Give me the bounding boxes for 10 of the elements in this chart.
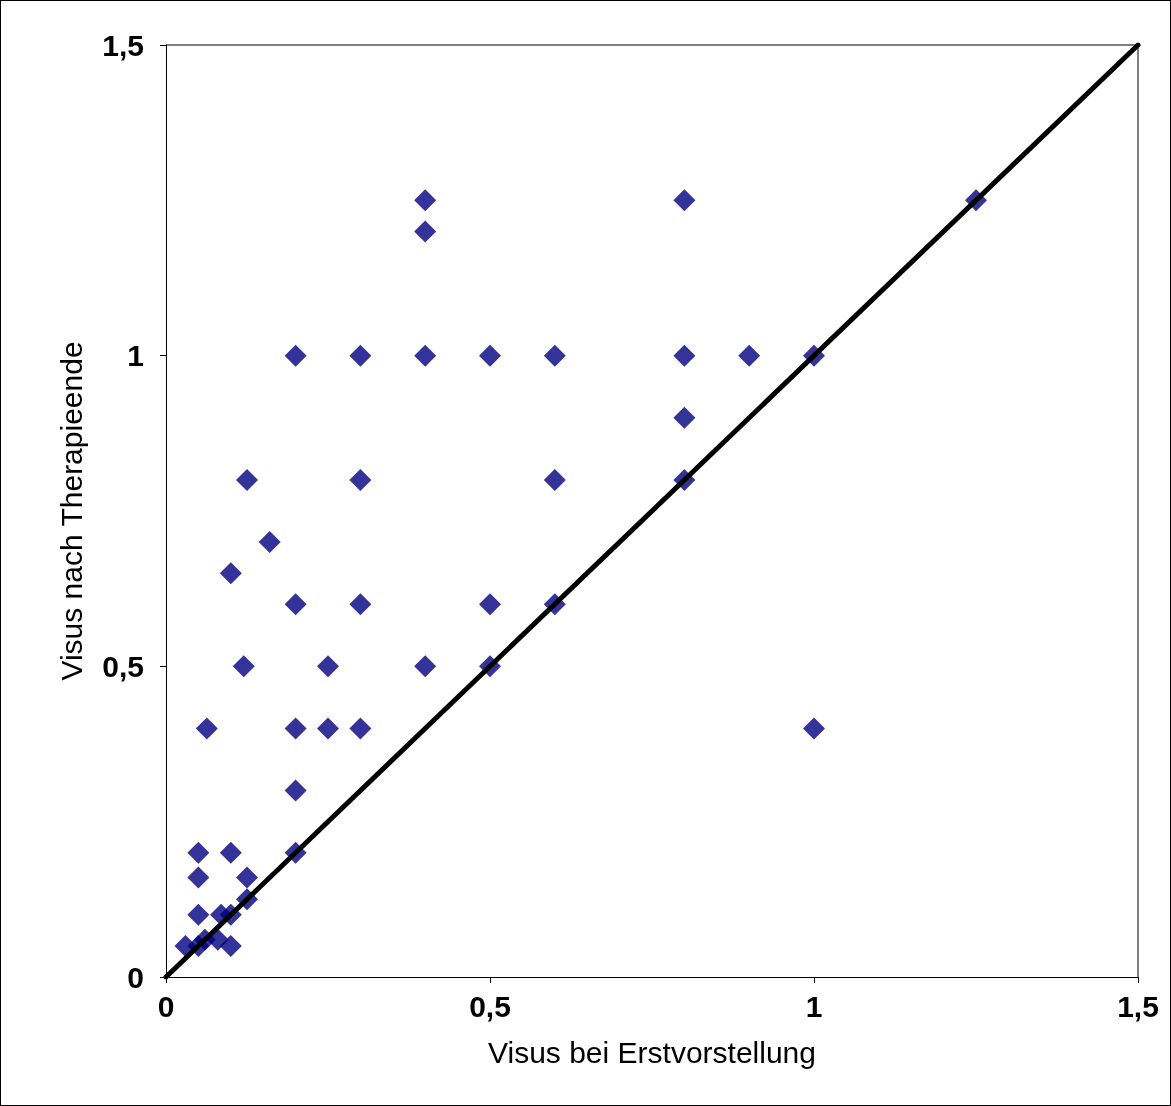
x-tick-label: 0 bbox=[157, 989, 175, 1023]
y-axis-title: Visus nach Therapieende bbox=[54, 341, 88, 681]
x-tick-label: 0,5 bbox=[469, 989, 511, 1023]
y-tick-label: 0,5 bbox=[102, 649, 144, 683]
y-tick-label: 0 bbox=[127, 960, 144, 994]
y-tick-label: 1 bbox=[127, 339, 144, 373]
x-axis-title: Visus bei Erstvorstellung bbox=[488, 1035, 816, 1069]
x-tick-label: 1,5 bbox=[1117, 989, 1159, 1023]
x-tick-label: 1 bbox=[805, 989, 823, 1023]
y-tick-label: 1,5 bbox=[102, 28, 144, 62]
